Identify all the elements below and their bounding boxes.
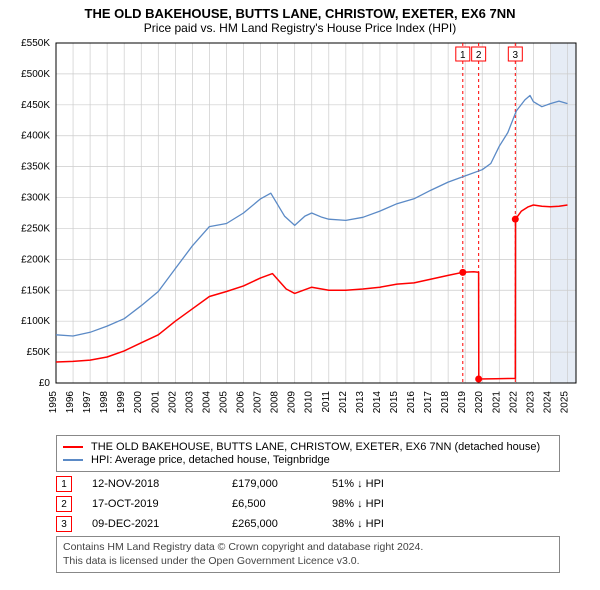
event-date: 17-OCT-2019 [92, 498, 232, 510]
svg-text:2016: 2016 [406, 391, 417, 414]
svg-text:2005: 2005 [218, 391, 229, 414]
event-row: 3 09-DEC-2021£265,00038% ↓ HPI [56, 516, 560, 532]
svg-text:2001: 2001 [150, 391, 161, 414]
legend-label: HPI: Average price, detached house, Teig… [91, 454, 330, 466]
event-price: £6,500 [232, 498, 332, 510]
svg-text:1999: 1999 [116, 391, 127, 414]
svg-text:£500K: £500K [21, 69, 50, 80]
svg-text:2015: 2015 [389, 391, 400, 414]
svg-text:2025: 2025 [559, 391, 570, 414]
event-delta: 51% ↓ HPI [332, 478, 560, 490]
svg-text:£250K: £250K [21, 223, 50, 234]
svg-text:2013: 2013 [355, 391, 366, 414]
svg-text:2012: 2012 [338, 391, 349, 414]
svg-text:£100K: £100K [21, 316, 50, 327]
footer-line2: This data is licensed under the Open Gov… [63, 555, 553, 569]
legend-item: HPI: Average price, detached house, Teig… [63, 454, 553, 466]
svg-text:2011: 2011 [321, 391, 332, 413]
chart-title: THE OLD BAKEHOUSE, BUTTS LANE, CHRISTOW,… [0, 0, 600, 21]
svg-text:2010: 2010 [304, 391, 315, 414]
svg-text:1997: 1997 [82, 391, 93, 414]
chart-subtitle: Price paid vs. HM Land Registry's House … [0, 21, 600, 39]
event-price: £179,000 [232, 478, 332, 490]
svg-text:2008: 2008 [270, 391, 281, 414]
event-price: £265,000 [232, 518, 332, 530]
event-row: 1 12-NOV-2018£179,00051% ↓ HPI [56, 476, 560, 492]
svg-text:2009: 2009 [287, 391, 298, 414]
svg-text:2006: 2006 [236, 391, 247, 414]
svg-text:£450K: £450K [21, 100, 50, 111]
svg-text:2003: 2003 [184, 391, 195, 414]
legend-box: THE OLD BAKEHOUSE, BUTTS LANE, CHRISTOW,… [56, 435, 560, 472]
chart-area: £0 £50K £100K £150K £200K £250K £300K £350K £400… [0, 39, 600, 429]
svg-text:£50K: £50K [27, 347, 51, 358]
legend-item: THE OLD BAKEHOUSE, BUTTS LANE, CHRISTOW,… [63, 441, 553, 453]
svg-text:2017: 2017 [423, 391, 434, 414]
svg-text:2002: 2002 [167, 391, 178, 414]
svg-text:2021: 2021 [491, 391, 502, 414]
svg-text:2020: 2020 [474, 391, 485, 414]
legend-label: THE OLD BAKEHOUSE, BUTTS LANE, CHRISTOW,… [91, 441, 540, 453]
svg-text:£0: £0 [39, 378, 51, 389]
svg-text:2000: 2000 [133, 391, 144, 414]
svg-text:£200K: £200K [21, 254, 50, 265]
svg-text:2019: 2019 [457, 391, 468, 414]
event-delta: 98% ↓ HPI [332, 498, 560, 510]
event-number: 3 [56, 516, 72, 532]
svg-text:1998: 1998 [99, 391, 110, 414]
event-number: 1 [56, 476, 72, 492]
svg-text:£400K: £400K [21, 131, 50, 142]
event-date: 12-NOV-2018 [92, 478, 232, 490]
footer-line1: Contains HM Land Registry data © Crown c… [63, 541, 553, 555]
svg-text:£350K: £350K [21, 162, 50, 173]
svg-text:2004: 2004 [201, 391, 212, 414]
svg-text:2022: 2022 [508, 391, 519, 414]
svg-text:3: 3 [513, 50, 519, 61]
svg-text:£300K: £300K [21, 193, 50, 204]
event-date: 09-DEC-2021 [92, 518, 232, 530]
svg-text:£150K: £150K [21, 285, 50, 296]
svg-text:£550K: £550K [21, 39, 50, 49]
footer: Contains HM Land Registry data © Crown c… [56, 536, 560, 573]
legend-swatch [63, 446, 83, 448]
svg-text:2024: 2024 [542, 391, 553, 414]
event-row: 2 17-OCT-2019£6,50098% ↓ HPI [56, 496, 560, 512]
svg-text:1: 1 [460, 50, 466, 61]
svg-text:1996: 1996 [65, 391, 76, 414]
event-number: 2 [56, 496, 72, 512]
svg-text:2014: 2014 [372, 391, 383, 414]
svg-text:2023: 2023 [525, 391, 536, 414]
events-list: 1 12-NOV-2018£179,00051% ↓ HPI 2 17-OCT-201… [56, 476, 560, 532]
chart-svg: £0 £50K £100K £150K £200K £250K £300K £350K £400… [0, 39, 600, 429]
event-delta: 38% ↓ HPI [332, 518, 560, 530]
legend-swatch [63, 459, 83, 461]
svg-text:2018: 2018 [440, 391, 451, 414]
svg-text:1995: 1995 [48, 391, 59, 414]
svg-text:2007: 2007 [253, 391, 264, 414]
svg-text:2: 2 [476, 50, 482, 61]
